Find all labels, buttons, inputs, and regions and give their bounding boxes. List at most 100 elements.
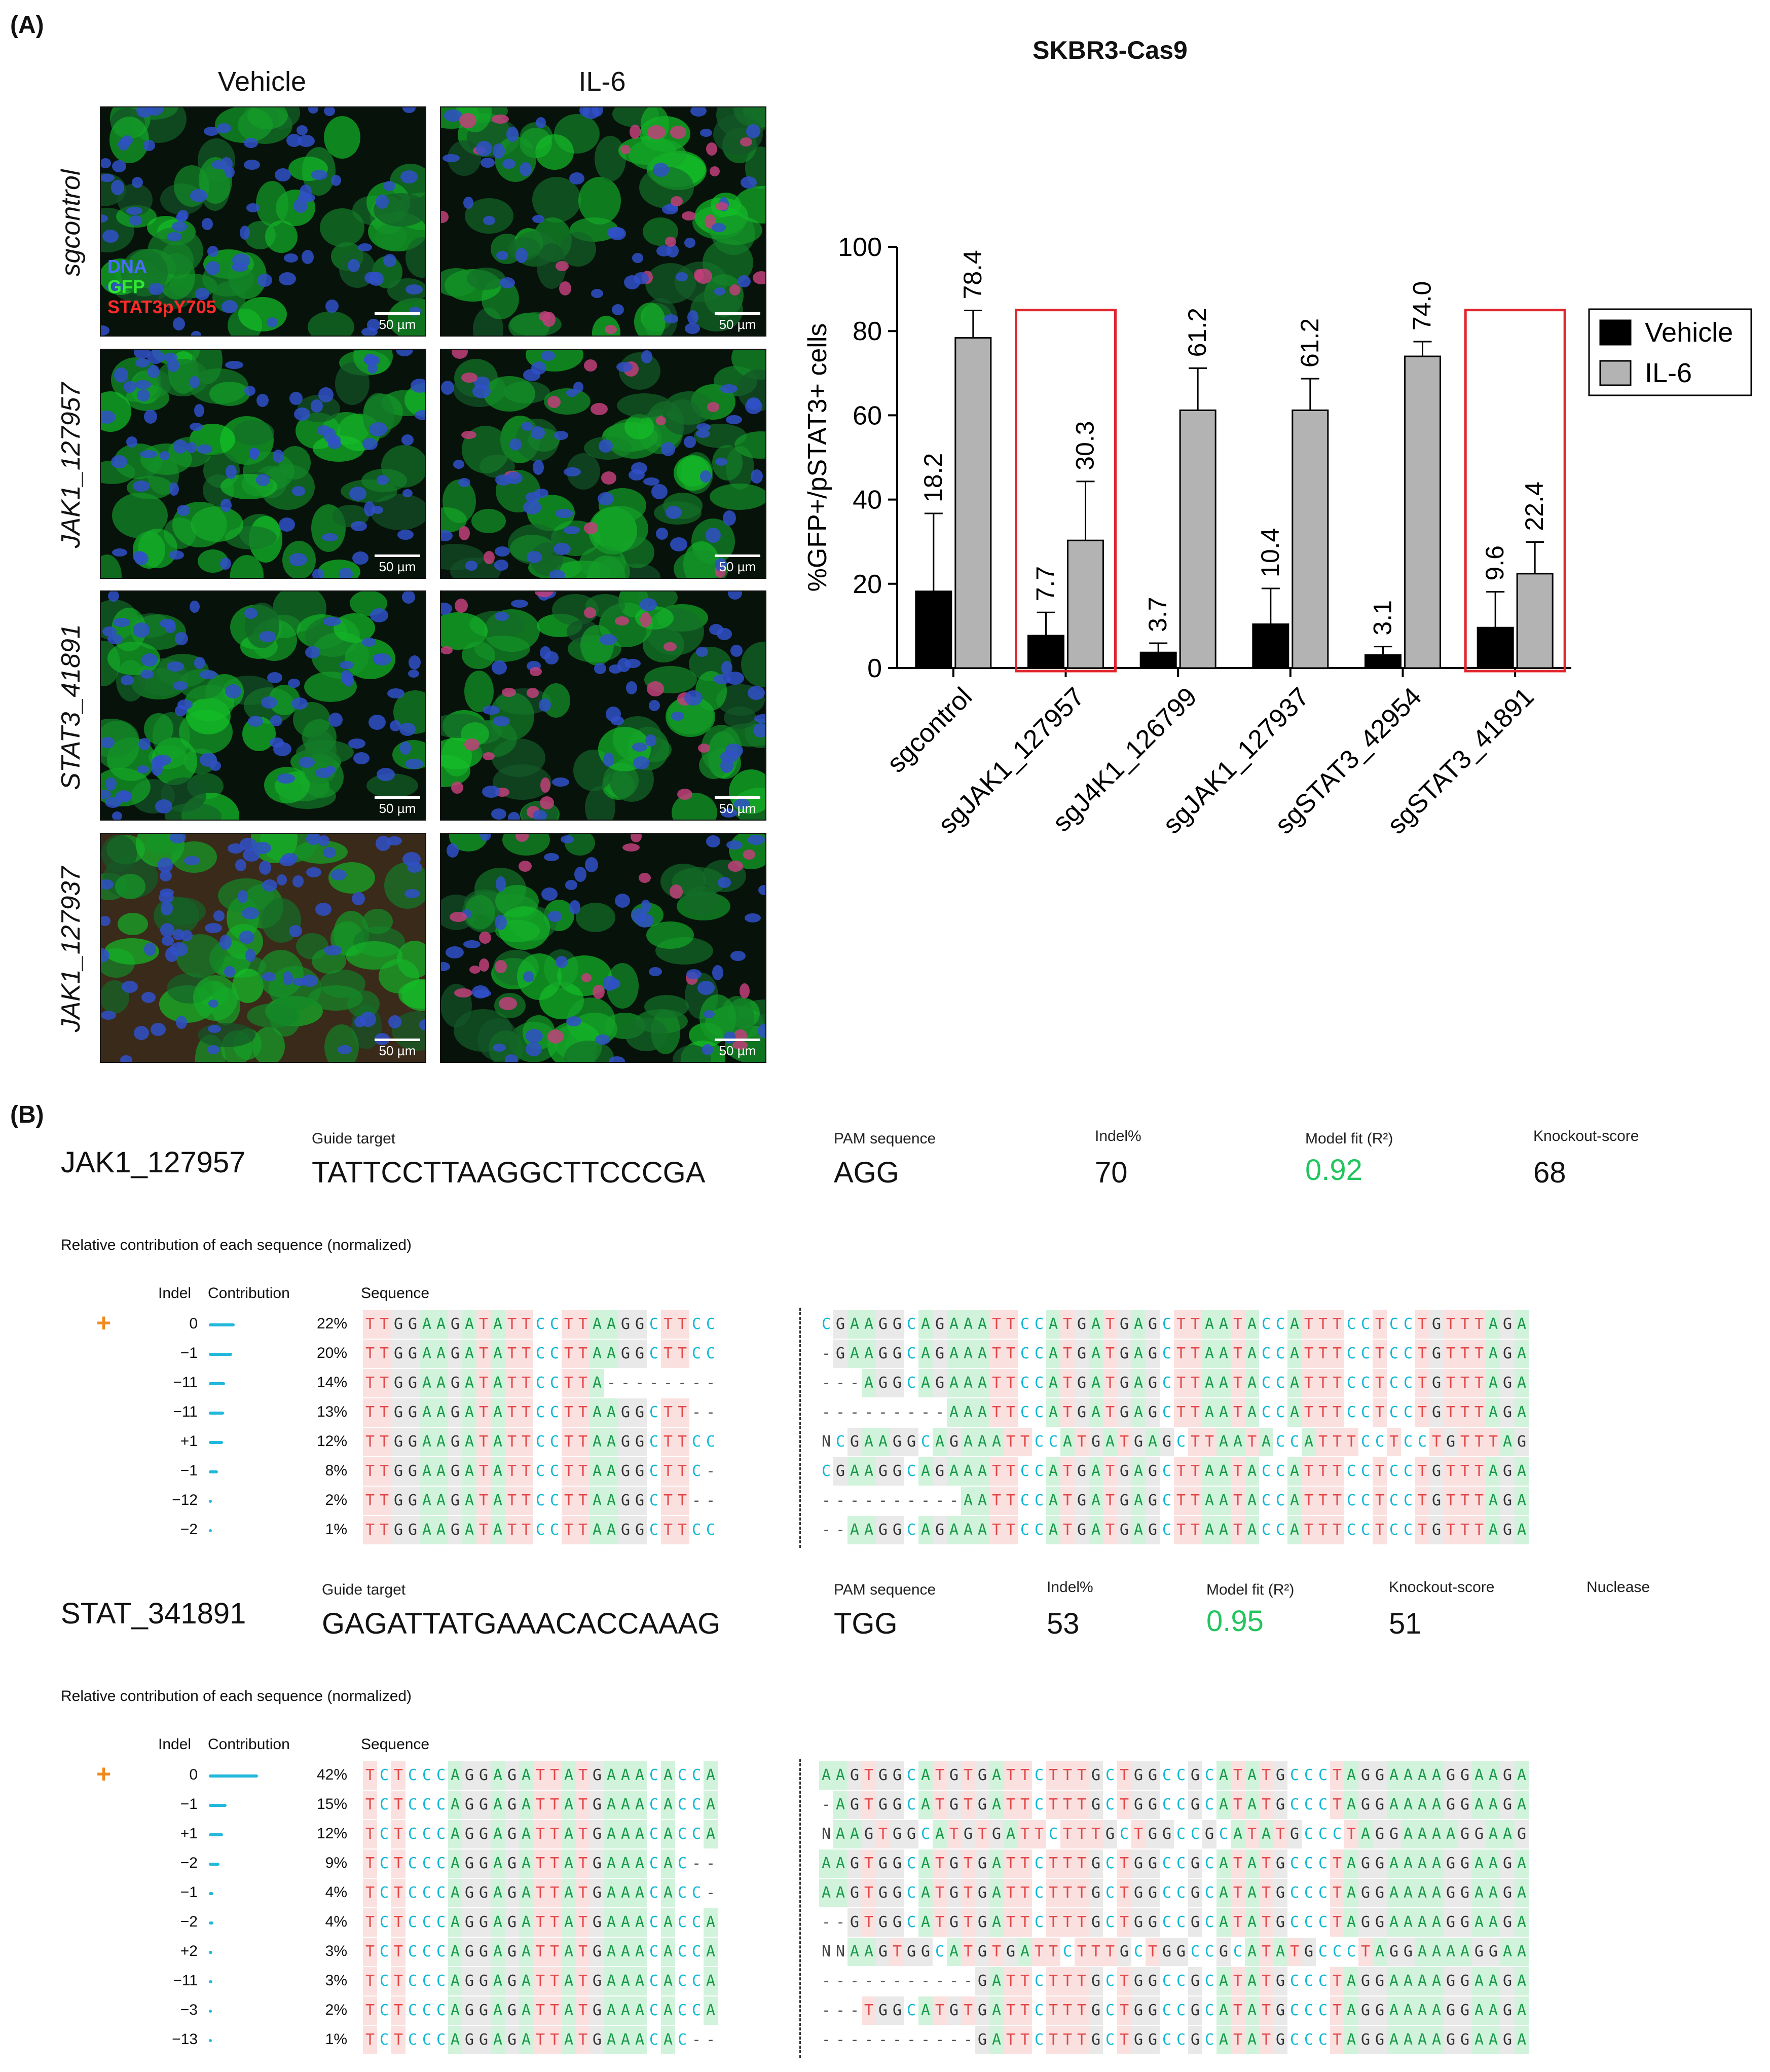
nucleotide: A xyxy=(1515,1967,1529,1995)
channel-legend: DNA GFP STAT3pY705 xyxy=(107,256,216,317)
nucleotide: G xyxy=(876,1761,890,1790)
nucleotide: A xyxy=(1245,1310,1259,1339)
nucleotide: A xyxy=(961,1516,975,1544)
nucleotide: T xyxy=(1302,1340,1316,1368)
nucleotide: A xyxy=(448,1820,462,1848)
nucleotide: C xyxy=(547,1428,562,1456)
nucleotide: T xyxy=(1174,1369,1188,1397)
nucleotide: C xyxy=(918,1428,933,1456)
nucleotide: G xyxy=(1458,1849,1472,1878)
nucleotide: G xyxy=(1146,2026,1160,2054)
nucleotide: A xyxy=(562,1820,576,1848)
nucleotide: A xyxy=(1401,1761,1415,1790)
nucleotide: - xyxy=(933,1487,947,1515)
nucleotide: C xyxy=(377,1820,391,1848)
nucleotide: T xyxy=(1302,1369,1316,1397)
nucleotide: A xyxy=(604,1398,618,1427)
nucleotide: G xyxy=(1500,1996,1515,2025)
nucleotide: C xyxy=(675,1967,689,1995)
nucleotide: A xyxy=(519,1879,533,1907)
nucleotide: T xyxy=(1231,1908,1245,1937)
nucleotide: C xyxy=(1302,1879,1316,1907)
nucleotide: C xyxy=(1032,2026,1046,2054)
nucleotide: C xyxy=(1103,2026,1117,2054)
nucleotide: A xyxy=(604,1908,618,1937)
nucleotide: - xyxy=(689,2026,704,2054)
nucleotide: T xyxy=(675,1516,689,1544)
nucleotide: C xyxy=(420,1996,434,2025)
nucleotide: G xyxy=(1117,1369,1131,1397)
nucleotide: A xyxy=(975,1457,989,1486)
nucleotide: - xyxy=(819,1398,833,1427)
row-percent: 20% xyxy=(316,1345,347,1361)
nucleotide: G xyxy=(1146,1820,1160,1848)
nucleotide: T xyxy=(675,1398,689,1427)
nucleotide: A xyxy=(590,1457,604,1486)
nucleotide: A xyxy=(1202,1516,1216,1544)
nucleotide: G xyxy=(1500,1791,1515,1819)
nucleotide: G xyxy=(476,1908,491,1937)
scale-bar-label: 50 µm xyxy=(379,1043,416,1058)
nucleotide: C xyxy=(1174,1820,1188,1848)
nucleotide: T xyxy=(1444,1398,1458,1427)
nucleotide: G xyxy=(890,1996,904,2025)
nucleotide: T xyxy=(476,1398,491,1427)
nucleotide: A xyxy=(1515,1310,1529,1339)
nucleotide: N xyxy=(819,1428,833,1456)
nucleotide: A xyxy=(1515,1879,1529,1907)
nucleotide: G xyxy=(975,1791,989,1819)
row-indel: −11 xyxy=(173,1972,198,1989)
nucleotide: A xyxy=(1216,1908,1231,1937)
nucleotide: C xyxy=(420,1761,434,1790)
nucleotide: A xyxy=(448,1791,462,1819)
row-indel: −1 xyxy=(180,1796,198,1812)
nucleotide: T xyxy=(1259,1849,1273,1878)
nucleotide: C xyxy=(1046,1820,1060,1848)
nucleotide: T xyxy=(661,1457,675,1486)
nucleotide: A xyxy=(989,1761,1004,1790)
nucleotide: T xyxy=(1273,1820,1287,1848)
nucleotide: A xyxy=(434,1428,448,1456)
cut-site-line xyxy=(799,1308,801,1548)
nucleotide: T xyxy=(1458,1487,1472,1515)
nucleotide: T xyxy=(1060,1908,1075,1937)
nucleotide: A xyxy=(590,1340,604,1368)
row-label-jak1-127957: JAK1_127957 xyxy=(56,382,86,548)
nucleotide: T xyxy=(1004,1791,1018,1819)
nucleotide: A xyxy=(491,1996,505,2025)
nucleotide: G xyxy=(1358,1791,1373,1819)
row-percent: 9% xyxy=(325,1855,347,1871)
nucleotide: A xyxy=(1515,1908,1529,1937)
nucleotide: - xyxy=(833,1967,847,1995)
nucleotide: T xyxy=(1330,1310,1344,1339)
micrograph-il6-1: 50 µm xyxy=(440,349,766,579)
scale-bar: 50 µm xyxy=(715,1039,760,1059)
nucleotide: G xyxy=(1075,1487,1089,1515)
nucleotide: A xyxy=(1429,1761,1444,1790)
nucleotide: T xyxy=(562,1457,576,1486)
nucleotide: A xyxy=(1202,1457,1216,1486)
nucleotide: G xyxy=(1089,1908,1103,1937)
nucleotide: C xyxy=(1344,1398,1358,1427)
nucleotide: A xyxy=(989,1428,1004,1456)
nucleotide: C xyxy=(1259,1398,1273,1427)
nucleotide: T xyxy=(1174,1487,1188,1515)
nucleotide: T xyxy=(1188,1398,1202,1427)
nucleotide: T xyxy=(391,1967,405,1995)
nucleotide: T xyxy=(862,1908,876,1937)
nucleotide: C xyxy=(434,2026,448,2054)
nucleotide: C xyxy=(1302,1967,1316,1995)
nucleotide: A xyxy=(618,1849,633,1878)
scale-bar: 50 µm xyxy=(715,796,760,817)
nucleotide: A xyxy=(1245,1849,1259,1878)
nucleotide: G xyxy=(1146,1398,1160,1427)
nucleotide: C xyxy=(689,1428,704,1456)
nucleotide: T xyxy=(1089,1938,1103,1966)
nucleotide: C xyxy=(1018,1457,1032,1486)
